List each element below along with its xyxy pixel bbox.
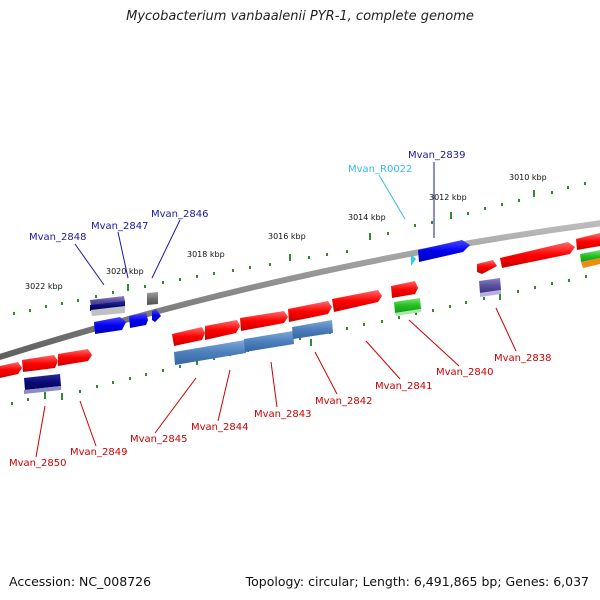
- genome-title: Mycobacterium vanbaalenii PYR-1, complet…: [126, 9, 474, 24]
- gene-mvan-2848-shape[interactable]: [90, 296, 125, 316]
- gene-label-mvan-2849[interactable]: Mvan_2849: [70, 447, 127, 458]
- gene-steel-block-shape[interactable]: [174, 320, 333, 365]
- gene-label-mvan-2839[interactable]: Mvan_2839: [408, 150, 465, 161]
- leader-lines-blue: [74, 162, 435, 286]
- gene-label-mvan-2841[interactable]: Mvan_2841: [375, 381, 432, 392]
- scale-label-3012: 3012 kbp: [429, 193, 467, 202]
- gene-row-lower: [0, 281, 418, 378]
- gene-label-mvan-2844[interactable]: Mvan_2844: [191, 422, 248, 433]
- scale-label-3016: 3016 kbp: [268, 232, 306, 241]
- gene-mvan-2839-shape[interactable]: [418, 240, 470, 262]
- gene-label-mvan-2838[interactable]: Mvan_2838: [494, 353, 551, 364]
- outer-scale-ticks: [13, 182, 586, 315]
- gene-label-mvan-2840[interactable]: Mvan_2840: [436, 367, 493, 378]
- scale-label-3022: 3022 kbp: [25, 282, 63, 291]
- scale-label-3010: 3010 kbp: [509, 173, 547, 182]
- gene-mvan-2838-upper-shape[interactable]: [477, 233, 600, 274]
- gene-mvan-2840-shape[interactable]: [394, 298, 421, 316]
- inner-scale-ticks: [11, 275, 587, 405]
- scale-label-3020: 3020 kbp: [106, 267, 144, 276]
- gene-label-mvan-r0022[interactable]: Mvan_R0022: [348, 164, 412, 175]
- genome-info-text: Topology: circular; Length: 6,491,865 bp…: [245, 574, 589, 589]
- leader-lines-red: [35, 307, 517, 458]
- gene-mvan-r0022-shape[interactable]: [411, 254, 416, 266]
- gene-label-mvan-2847[interactable]: Mvan_2847: [91, 221, 148, 232]
- scale-label-3018: 3018 kbp: [187, 250, 225, 259]
- gene-label-mvan-2846[interactable]: Mvan_2846: [151, 209, 208, 220]
- gene-mvan-2846-shape[interactable]: [147, 292, 161, 322]
- gene-mvan-2850-shape[interactable]: [24, 374, 61, 394]
- scale-label-3014: 3014 kbp: [348, 213, 386, 222]
- gene-mvan-2847-shape[interactable]: [94, 313, 148, 334]
- leader-line-mvan-r0022: [378, 174, 406, 220]
- gene-label-mvan-2843[interactable]: Mvan_2843: [254, 409, 311, 420]
- gene-label-mvan-2848[interactable]: Mvan_2848: [29, 232, 86, 243]
- gene-label-mvan-2850[interactable]: Mvan_2850: [9, 458, 66, 469]
- accession-text: Accession: NC_008726: [9, 574, 152, 589]
- gene-green-right-shape[interactable]: [580, 250, 600, 268]
- genome-backbone: [0, 220, 600, 361]
- gene-label-mvan-2845[interactable]: Mvan_2845: [130, 434, 187, 445]
- gene-mvan-2838-lower-shape[interactable]: [479, 278, 501, 297]
- gene-label-mvan-2842[interactable]: Mvan_2842: [315, 396, 372, 407]
